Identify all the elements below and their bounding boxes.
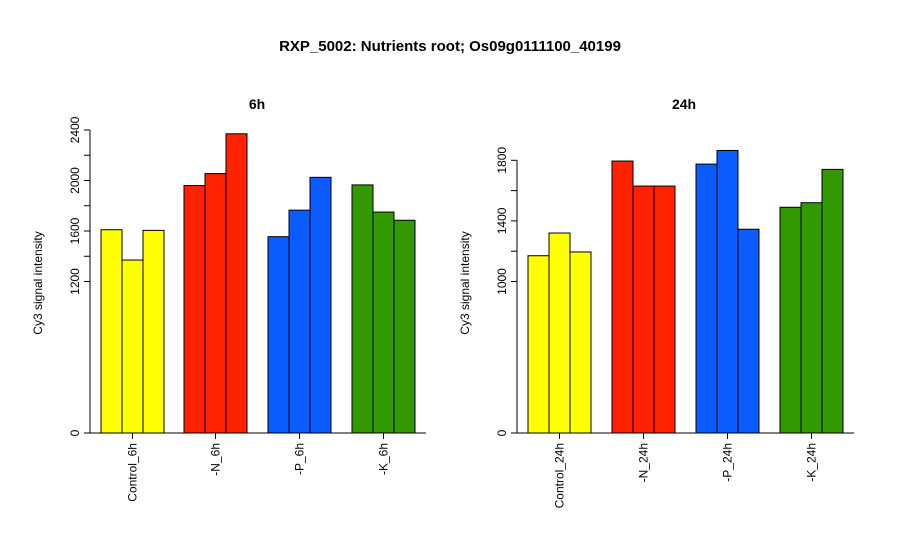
- bar--N_24h-2: [632, 185, 655, 434]
- chart-main-title: RXP_5002: Nutrients root; Os09g0111100_4…: [279, 38, 621, 55]
- y-axis-label-24h: Cy3 signal intensity: [458, 231, 472, 334]
- x-tick-label--N_6h: -N_6h: [209, 443, 223, 476]
- panel-title-6h: 6h: [249, 96, 265, 112]
- bar--N_6h-2: [204, 173, 227, 434]
- bar--P_24h-3: [737, 228, 760, 434]
- y-tick-label-24h-1400: 1400: [495, 207, 509, 234]
- x-tick-label-Control_6h: Control_6h: [126, 443, 140, 502]
- x-tick-label--P_6h: -P_6h: [293, 443, 307, 475]
- bar--P_24h-2: [716, 149, 739, 434]
- y-tick-label-6h-0: 0: [68, 429, 82, 436]
- panel-6h: 6h Cy3 signal intensity Control_6h -N_6h -…: [31, 96, 426, 502]
- bar--N_6h-1: [183, 185, 206, 434]
- y-axis-label-6h: Cy3 signal intensity: [31, 231, 45, 334]
- bars-24h: [527, 149, 844, 434]
- y-tick-label-6h-2400: 2400: [68, 116, 82, 143]
- y-tick-label-6h-1600: 1600: [68, 217, 82, 244]
- bar-Control_6h-3: [142, 229, 165, 434]
- bar-Control_24h-2: [548, 232, 571, 434]
- x-tick-label--K_24h: -K_24h: [805, 443, 819, 482]
- y-tick-label-24h-1800: 1800: [495, 147, 509, 174]
- axes-24h: Control_24h -N_24h -P_24h -K_24h 0 1000 1400 18…: [495, 147, 854, 508]
- bar-Control_24h-3: [569, 251, 592, 434]
- bar--N_24h-1: [611, 160, 634, 434]
- bar--N_24h-3: [653, 185, 676, 434]
- y-tick-label-24h-1000: 1000: [495, 268, 509, 295]
- bar--K_24h-2: [800, 202, 823, 434]
- y-tick-label-6h-1200: 1200: [68, 268, 82, 295]
- bar--K_24h-1: [779, 206, 802, 434]
- bar--P_6h-2: [288, 209, 311, 434]
- panel-title-24h: 24h: [672, 96, 696, 112]
- bar--K_24h-3: [821, 168, 844, 434]
- bar-Control_24h-1: [527, 255, 550, 434]
- x-tick-label--K_6h: -K_6h: [377, 443, 391, 475]
- bars-6h: [100, 133, 416, 434]
- x-tick-label--P_24h: -P_24h: [721, 443, 735, 482]
- panel-24h: 24h Cy3 signal intensity Control_24h -N_2…: [458, 96, 854, 508]
- bar--K_6h-2: [372, 211, 395, 434]
- bar--N_6h-3: [225, 133, 248, 434]
- bar--K_6h-3: [393, 219, 416, 434]
- y-tick-label-24h-0: 0: [495, 429, 509, 436]
- bar--P_6h-1: [267, 236, 290, 434]
- bar--P_6h-3: [309, 176, 332, 434]
- x-tick-label--N_24h: -N_24h: [637, 443, 651, 482]
- y-tick-label-6h-2000: 2000: [68, 167, 82, 194]
- axes-6h: Control_6h -N_6h -P_6h -K_6h 0 1200 1600 2000 24…: [68, 116, 426, 502]
- bar--K_6h-1: [351, 184, 374, 434]
- bar--P_24h-1: [695, 163, 718, 434]
- bar-Control_6h-1: [100, 229, 123, 434]
- bar-Control_6h-2: [121, 259, 144, 434]
- x-tick-label-Control_24h: Control_24h: [553, 443, 567, 508]
